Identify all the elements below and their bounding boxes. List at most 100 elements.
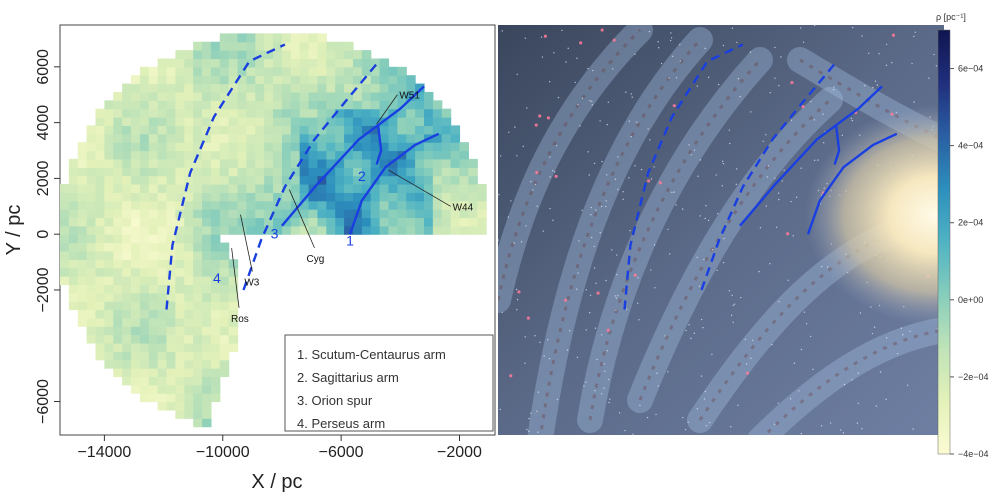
star bbox=[857, 402, 860, 404]
density-cell bbox=[210, 326, 221, 336]
density-cell bbox=[184, 91, 194, 101]
density-cell bbox=[344, 158, 354, 168]
density-cell bbox=[202, 276, 212, 285]
arm-4 bbox=[165, 43, 286, 310]
density-cell bbox=[352, 183, 363, 193]
star bbox=[590, 206, 593, 209]
density-cell bbox=[95, 175, 105, 185]
density-cell bbox=[60, 217, 70, 227]
density-cell bbox=[157, 342, 168, 352]
density-cell bbox=[113, 326, 123, 336]
density-cell bbox=[441, 117, 452, 127]
density-cell bbox=[290, 158, 301, 168]
density-cell bbox=[335, 217, 345, 227]
density-cell bbox=[86, 217, 97, 227]
density-cell bbox=[202, 301, 212, 311]
density-cell bbox=[210, 91, 221, 101]
density-cell bbox=[335, 91, 345, 101]
arm-number-4: 4 bbox=[213, 270, 221, 286]
density-cell bbox=[415, 83, 425, 93]
density-cell bbox=[104, 259, 114, 269]
star bbox=[585, 381, 587, 383]
density-cell bbox=[202, 368, 212, 378]
density-cell bbox=[86, 142, 97, 152]
density-cell bbox=[131, 183, 141, 193]
star bbox=[664, 335, 666, 337]
density-cell bbox=[86, 175, 97, 185]
star bbox=[732, 321, 734, 324]
star bbox=[765, 205, 767, 207]
density-cell bbox=[86, 250, 97, 260]
star bbox=[577, 103, 579, 106]
density-cell bbox=[148, 368, 159, 378]
density-cell bbox=[113, 334, 123, 344]
star bbox=[524, 362, 526, 364]
density-cell bbox=[450, 133, 461, 143]
star bbox=[498, 239, 499, 241]
density-cell bbox=[68, 200, 79, 210]
density-cell bbox=[139, 292, 150, 302]
density-cell bbox=[113, 158, 123, 168]
density-cell bbox=[273, 66, 283, 76]
density-cell bbox=[344, 125, 354, 135]
galaxy-arm-2b bbox=[833, 125, 841, 165]
arm-glow bbox=[748, 317, 944, 435]
star bbox=[670, 32, 672, 34]
density-cell bbox=[95, 225, 105, 235]
density-cell bbox=[379, 217, 390, 227]
density-cell bbox=[86, 242, 97, 252]
density-cell bbox=[415, 125, 425, 135]
density-cell bbox=[157, 66, 168, 76]
density-cell bbox=[104, 351, 114, 361]
star bbox=[552, 219, 554, 222]
colorbar-gradient bbox=[937, 29, 951, 455]
density-cell bbox=[326, 125, 336, 135]
density-cell bbox=[202, 259, 212, 269]
density-cell bbox=[60, 267, 70, 277]
density-cell bbox=[468, 175, 478, 185]
density-cell bbox=[113, 309, 123, 319]
density-cell bbox=[175, 125, 185, 135]
density-cell bbox=[139, 133, 150, 143]
star bbox=[516, 308, 518, 311]
density-cell bbox=[273, 83, 283, 93]
density-cell bbox=[281, 183, 292, 193]
density-cell bbox=[335, 225, 345, 235]
density-cell bbox=[406, 192, 416, 202]
density-cell bbox=[113, 284, 123, 294]
density-cell bbox=[148, 284, 159, 294]
density-cell bbox=[131, 259, 141, 269]
density-cell bbox=[131, 133, 141, 143]
density-cell bbox=[131, 200, 141, 210]
density-cell bbox=[264, 58, 274, 68]
density-cell bbox=[175, 150, 185, 160]
density-cell bbox=[264, 175, 274, 185]
density-cell bbox=[122, 183, 132, 193]
density-cell bbox=[157, 259, 168, 269]
density-cell bbox=[352, 117, 363, 127]
density-cell bbox=[122, 368, 132, 378]
density-cell bbox=[281, 41, 292, 51]
density-cell bbox=[166, 83, 177, 93]
density-cell bbox=[193, 259, 203, 269]
density-cell bbox=[397, 133, 407, 143]
density-cell bbox=[308, 100, 319, 110]
density-cell bbox=[388, 75, 398, 85]
density-cell bbox=[379, 83, 390, 93]
density-cell bbox=[139, 192, 150, 202]
density-cell bbox=[131, 351, 141, 361]
star bbox=[591, 100, 593, 103]
density-cell bbox=[468, 209, 478, 219]
density-cell bbox=[264, 183, 274, 193]
density-cell bbox=[370, 75, 381, 85]
density-cell bbox=[210, 142, 221, 152]
star bbox=[875, 405, 878, 407]
density-cell bbox=[148, 276, 159, 285]
density-cell bbox=[184, 150, 194, 160]
density-cell bbox=[166, 75, 177, 85]
density-cell bbox=[113, 117, 123, 127]
density-cell bbox=[219, 192, 230, 202]
density-cell bbox=[477, 209, 487, 219]
density-cell bbox=[86, 225, 97, 235]
density-cell bbox=[157, 217, 168, 227]
